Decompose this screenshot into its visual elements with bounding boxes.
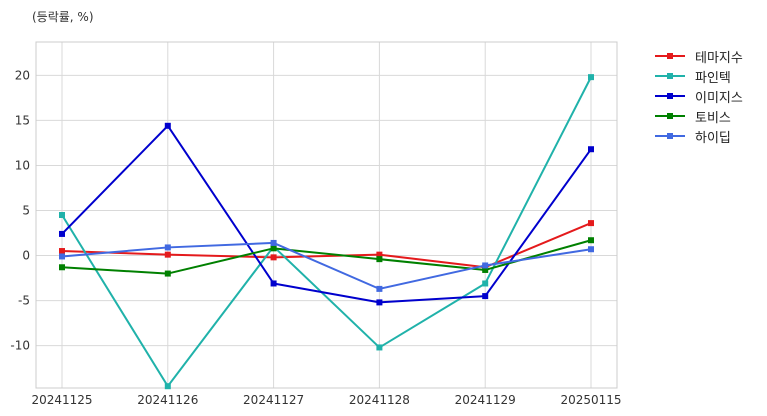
- data-point: [588, 146, 594, 153]
- legend-label: 테마지수: [695, 50, 743, 66]
- series-line: [61, 124, 592, 304]
- data-point: [376, 256, 383, 263]
- data-point: [376, 299, 383, 306]
- grid-lines: [36, 42, 617, 388]
- data-point: [482, 280, 489, 287]
- legend-item: 파인텍: [655, 66, 743, 86]
- series-3: [59, 122, 594, 306]
- data-point: [588, 246, 594, 253]
- y-tick-label: 15: [15, 113, 30, 127]
- x-tick-label: 20241128: [349, 393, 410, 407]
- data-point: [270, 254, 277, 261]
- data-point: [482, 266, 489, 273]
- data-point: [376, 251, 383, 258]
- legend-label: 하이딥: [695, 130, 731, 146]
- legend-item: 테마지수: [655, 46, 743, 66]
- y-tick-label: 20: [15, 68, 30, 82]
- legend-marker: [667, 93, 673, 99]
- plot-frame: [35, 41, 618, 389]
- legend-label: 토비스: [695, 110, 731, 126]
- series-line: [61, 241, 592, 290]
- x-tick-label: 20241129: [455, 393, 516, 407]
- series-line: [61, 222, 592, 269]
- data-point: [164, 270, 171, 277]
- legend-item: 하이딥: [655, 126, 743, 146]
- y-axis-ticks: -10 -5 0 5 10 15 20: [10, 68, 30, 352]
- x-tick-label: 20250115: [560, 393, 621, 407]
- y-tick-label: -10: [10, 339, 30, 353]
- data-point: [164, 383, 171, 390]
- legend-marker: [667, 73, 673, 79]
- x-axis-ticks: 20241125 20241126 20241127 20241128 20241129…: [31, 393, 621, 407]
- data-point: [59, 212, 65, 218]
- legend-label: 파인텍: [695, 70, 731, 86]
- legend-swatch: [655, 69, 685, 83]
- series-line: [61, 239, 592, 275]
- y-tick-label: 10: [15, 158, 30, 172]
- x-tick-label: 20241125: [31, 393, 92, 407]
- y-axis-unit-label: (등락률, %): [32, 10, 94, 24]
- data-point: [270, 280, 277, 287]
- data-point: [164, 244, 171, 251]
- y-tick-label: 5: [22, 203, 30, 217]
- data-point: [588, 237, 594, 244]
- data-point: [270, 239, 277, 246]
- data-point: [59, 248, 65, 255]
- data-point: [164, 122, 171, 129]
- data-point: [270, 245, 277, 252]
- legend-swatch: [655, 89, 685, 103]
- legend-marker: [667, 113, 673, 119]
- series-2: [59, 74, 594, 390]
- data-point: [59, 253, 65, 260]
- legend-item: 이미지스: [655, 86, 743, 106]
- data-point: [588, 220, 594, 227]
- legend-item: 토비스: [655, 106, 743, 126]
- data-point: [376, 285, 383, 292]
- legend-swatch: [655, 129, 685, 143]
- data-point: [164, 251, 171, 258]
- legend-marker: [667, 133, 673, 139]
- legend-swatch: [655, 49, 685, 63]
- x-tick-label: 20241127: [243, 393, 304, 407]
- series-5: [59, 239, 594, 292]
- legend-swatch: [655, 109, 685, 123]
- x-tick-label: 20241126: [137, 393, 198, 407]
- y-tick-label: -5: [18, 294, 30, 308]
- series-line: [61, 76, 592, 388]
- legend-label: 이미지스: [695, 90, 743, 106]
- legend-marker: [667, 53, 673, 59]
- data-point: [59, 264, 65, 271]
- data-point: [59, 230, 65, 237]
- data-point: [482, 293, 489, 300]
- series-4: [59, 237, 594, 277]
- series-layer: [59, 74, 594, 390]
- data-point: [376, 344, 383, 351]
- data-point: [588, 74, 594, 81]
- data-point: [482, 262, 489, 269]
- y-tick-label: 0: [22, 249, 30, 263]
